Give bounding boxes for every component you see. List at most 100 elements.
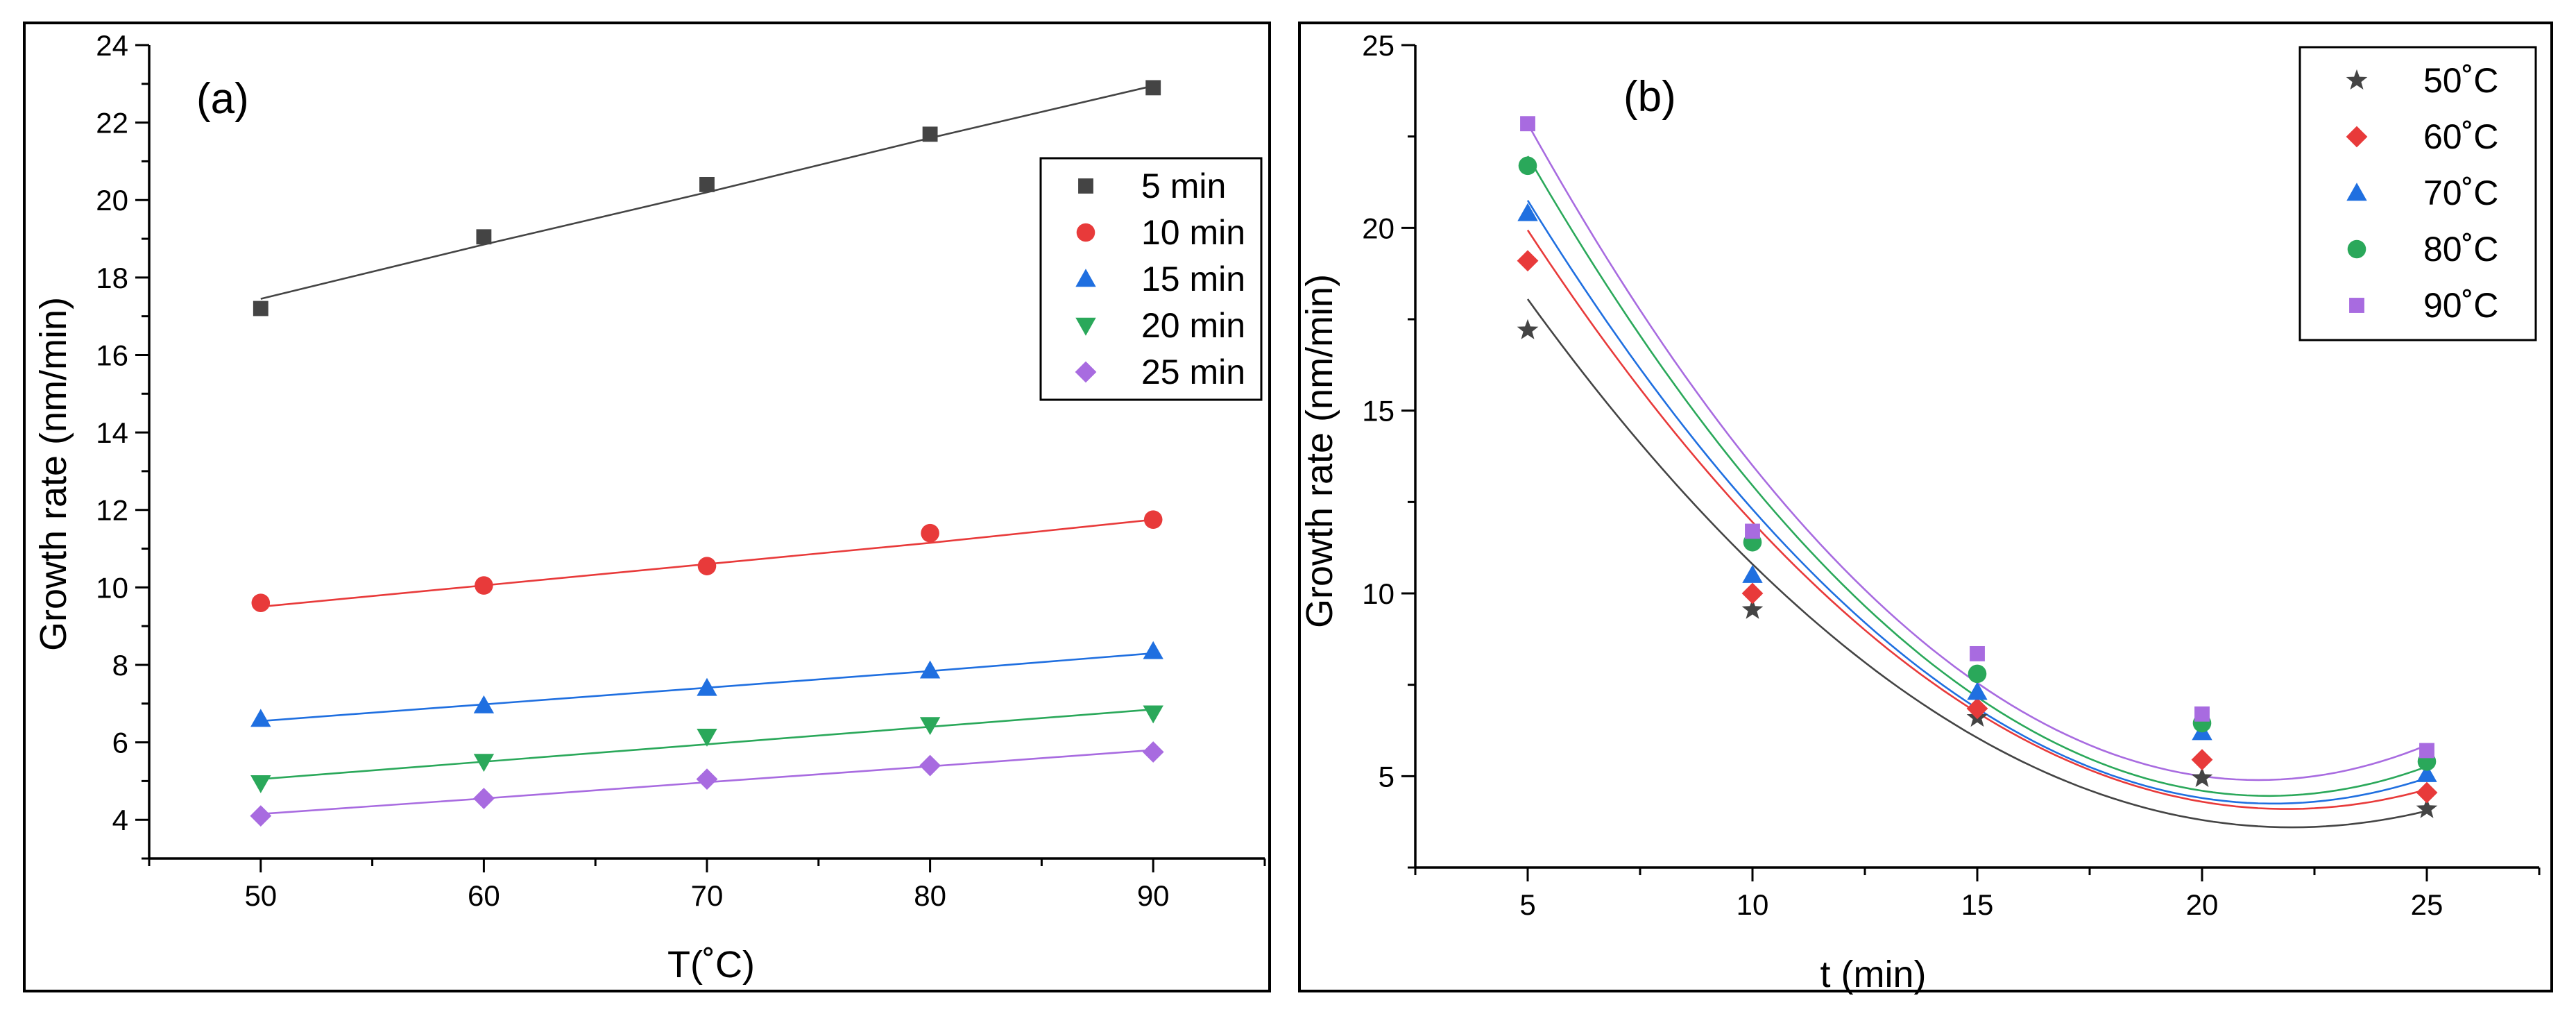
panel-a-plot: 50 60 70 80 90 4 6 8 10 12 14 16 18 20 22 24 5 min 10 min… (96, 29, 1266, 912)
a-point-25-min (473, 788, 495, 809)
b-legend-label: 80˚C (2423, 230, 2498, 269)
a-point-15-min (697, 677, 717, 696)
b-legend (2298, 46, 2537, 341)
panel-b-y-axis-title: Growth rate (nm/min) (1299, 274, 1340, 628)
b-y-tick-label: 20 (1362, 212, 1394, 244)
a-y-tick-label: 14 (96, 416, 128, 449)
a-y-tick-label: 16 (96, 339, 128, 371)
b-x-tick-label: 25 (2411, 888, 2443, 921)
b-point-60-C (1741, 582, 1764, 604)
b-fit-line-50-C (1526, 298, 2428, 829)
b-legend-label: 70˚C (2423, 174, 2498, 212)
b-point-60-C (1966, 698, 1988, 720)
panel-b: (b) t (min) Growth rate (nm/min) 5 10 15 20… (1298, 22, 2553, 995)
a-legend-label: 5 min (1141, 167, 1226, 205)
a-legend-marker (1075, 269, 1096, 287)
panel-b-x-axis-title: t (min) (1820, 954, 1927, 995)
a-x-tick-label: 90 (1137, 879, 1170, 912)
a-point-25-min (1142, 741, 1164, 763)
a-point-20-min (919, 717, 941, 736)
b-y-tick-label: 15 (1362, 395, 1394, 428)
a-point-15-min (473, 695, 495, 713)
b-point-60-C (2416, 781, 2438, 804)
b-point-90-C (1745, 523, 1760, 539)
a-x-tick-label: 80 (914, 879, 946, 912)
b-point-80-C (1968, 664, 1987, 684)
a-point-5-min (1145, 80, 1161, 96)
a-x-tick-label: 50 (244, 879, 277, 912)
b-point-60-C (1517, 250, 1539, 272)
panel-a: (a) T(˚C) Growth rate (nm/min) 50 60 70 80 9… (23, 22, 1271, 992)
a-point-5-min (253, 301, 268, 316)
a-legend-label: 20 min (1141, 306, 1245, 345)
a-legend-label: 25 min (1141, 353, 1245, 391)
a-y-tick-label: 20 (96, 184, 128, 217)
panel-a-label: (a) (196, 75, 249, 123)
a-legend-marker (1075, 317, 1096, 336)
b-point-90-C (1970, 645, 1985, 661)
a-x-tick-label: 60 (468, 879, 500, 912)
a-point-10-min (475, 576, 493, 595)
a-point-20-min (250, 775, 271, 793)
a-y-tick-label: 8 (112, 649, 128, 682)
a-y-tick-label: 22 (96, 107, 128, 140)
panel-a-frame (23, 22, 1271, 992)
b-legend-marker (2349, 298, 2364, 313)
b-x-tick-label: 10 (1737, 888, 1769, 921)
b-point-50-C (2416, 797, 2438, 818)
b-legend-marker (2347, 239, 2366, 259)
a-y-tick-label: 12 (96, 494, 128, 527)
a-y-tick-label: 4 (112, 804, 128, 836)
a-point-10-min (697, 557, 717, 575)
a-point-10-min (251, 593, 271, 612)
b-legend-label: 50˚C (2423, 61, 2498, 100)
a-point-10-min (921, 523, 939, 543)
a-point-20-min (697, 729, 717, 747)
a-legend-marker (1076, 223, 1095, 242)
b-legend-marker (2346, 183, 2367, 201)
b-point-60-C (2191, 749, 2213, 771)
b-point-70-C (1967, 682, 1988, 700)
b-x-tick-label: 20 (2186, 888, 2219, 921)
a-point-10-min (1143, 510, 1163, 529)
b-point-70-C (2416, 764, 2437, 782)
a-point-25-min (919, 754, 941, 777)
b-legend-marker (2346, 126, 2368, 148)
b-point-50-C (2191, 766, 2213, 787)
b-x-tick-label: 15 (1961, 888, 1994, 921)
b-point-90-C (2419, 743, 2434, 759)
a-legend-marker (1078, 178, 1093, 194)
b-legend-label: 90˚C (2423, 286, 2498, 325)
b-y-tick-label: 25 (1362, 29, 1394, 62)
b-point-70-C (1517, 203, 1538, 221)
a-point-20-min (1143, 705, 1163, 724)
a-point-5-min (922, 126, 938, 142)
a-x-tick-label: 70 (691, 879, 724, 912)
panel-b-plot: 5 10 15 20 25 5 10 15 20 25 50˚C 60˚C 70˚C 80˚C 90˚C (1362, 29, 2541, 921)
panel-b-frame (1298, 22, 2553, 992)
a-point-5-min (699, 176, 715, 192)
a-point-15-min (919, 660, 941, 679)
b-legend-label: 60˚C (2423, 117, 2498, 156)
a-y-tick-label: 10 (96, 571, 128, 604)
b-point-50-C (1741, 598, 1764, 619)
b-legend-marker (2346, 69, 2368, 90)
b-point-80-C (1518, 156, 1537, 176)
a-point-5-min (476, 229, 492, 245)
a-point-25-min (696, 768, 718, 790)
a-point-15-min (1143, 641, 1163, 659)
b-point-90-C (1520, 116, 1535, 132)
a-y-tick-label: 24 (96, 29, 128, 62)
panel-a-x-axis-title: T(˚C) (667, 944, 755, 986)
a-y-tick-label: 18 (96, 262, 128, 294)
b-point-50-C (1517, 319, 1539, 339)
panel-b-label: (b) (1623, 73, 1676, 121)
a-point-15-min (250, 709, 271, 727)
a-legend-label: 15 min (1141, 260, 1245, 298)
b-point-90-C (2194, 706, 2210, 722)
a-legend-marker (1075, 361, 1097, 383)
b-y-tick-label: 5 (1379, 760, 1394, 793)
a-point-25-min (250, 805, 272, 827)
a-legend-label: 10 min (1141, 213, 1245, 252)
